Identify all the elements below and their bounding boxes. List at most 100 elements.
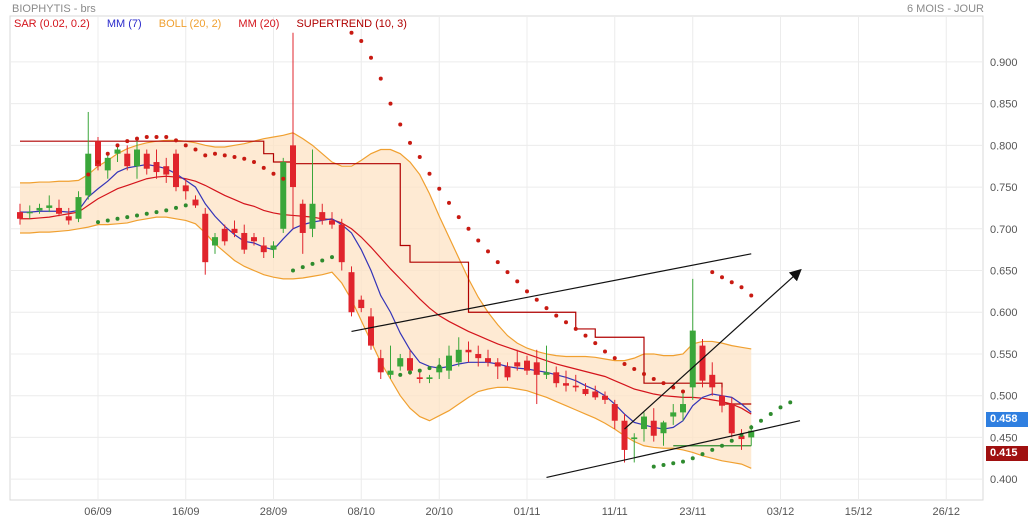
sar-support-dot [661,462,666,467]
sar-resistance-dot [447,200,451,205]
sar-support-dot [437,364,442,369]
candle-body [377,358,384,373]
candle-body [475,353,482,359]
sar-resistance-dot [729,280,734,285]
sar-support-dot [330,255,334,260]
candle-body [270,245,277,250]
candle-body [46,205,53,208]
mm7-line [20,163,752,430]
candle-body [75,197,82,219]
sar-support-dot [408,370,412,375]
candle-body [436,366,443,373]
x-tick-label: 01/11 [514,506,541,518]
legend-sar[interactable]: SAR (0.02, 0.2) [14,18,90,30]
sar-resistance-dot [369,55,373,60]
period-label[interactable]: 6 MOIS - JOUR [906,3,984,15]
candle-body [114,149,121,154]
candle-body [602,395,608,400]
sar-support-dot [174,205,178,210]
candle-body [572,385,579,388]
sar-support-dot [690,456,695,461]
candle-body [621,420,628,450]
sar-resistance-dot [437,186,442,191]
candle-body [182,185,189,192]
candle-body [17,212,23,219]
sar-resistance-dot [603,349,607,354]
y-tick-label: 0.850 [990,99,1018,111]
sar-resistance-dot [564,320,568,325]
candle-body [407,358,413,371]
sar-support-dot [651,464,656,469]
sar-resistance-dot [398,122,403,127]
breakout-arrow [624,268,802,430]
candle-body [134,149,140,167]
y-tick-label: 0.450 [990,432,1018,444]
candle-body [611,404,618,421]
candle-body [251,237,257,242]
supertrend-tag: 0.415 [986,446,1028,461]
sar-resistance-dot [681,389,685,394]
candle-body [631,437,638,440]
candle-body [65,216,72,221]
sar-resistance-dot [525,289,529,294]
legend-boll[interactable]: BOLL (20, 2) [158,18,222,30]
candle-body [719,395,725,406]
plot-area [9,15,984,501]
legend-mm7[interactable]: MM (7) [106,18,142,30]
sar-resistance-dot [203,153,208,158]
sar-resistance-dot [378,76,383,81]
sar-resistance-dot [505,270,510,275]
sar-support-dot [427,366,432,371]
y-tick-label: 0.800 [990,140,1018,152]
candle-body [153,162,160,173]
candle-body [212,237,218,246]
candle-body [592,391,599,398]
sar-resistance-dot [651,377,656,381]
sar-resistance-dot [144,135,149,139]
sar-resistance-dot [115,143,120,148]
legend-supertrend[interactable]: SUPERTREND (10, 3) [296,18,407,30]
y-tick-label: 0.400 [990,474,1018,486]
y-tick-label: 0.750 [990,182,1018,194]
sar-resistance-dot [164,135,169,139]
candle-body [290,145,296,188]
sar-support-dot [778,405,783,410]
candle-body [446,355,452,371]
bollinger-lower-line [20,216,752,469]
candle-body [299,203,306,233]
sar-support-dot [671,461,676,466]
candle-body [368,316,374,346]
sar-resistance-dot [749,293,754,298]
candle-body [143,153,150,169]
sar-resistance-dot [612,356,617,361]
sar-resistance-dot [534,297,539,302]
sar-support-dot [729,438,734,443]
sar-support-dot [768,412,773,417]
candle-body [192,199,199,206]
last-price-tag: 0.458 [986,412,1028,427]
bollinger-upper-line [20,132,752,362]
sar-resistance-dot [456,215,461,220]
sar-resistance-dot [252,160,256,165]
sar-resistance-dot [417,155,422,160]
candle-body [748,430,755,438]
sar-resistance-dot [222,153,227,158]
candle-body [241,232,248,250]
sar-support-dot [759,418,763,423]
sar-resistance-dot [96,160,100,165]
candle-body [231,228,238,233]
sar-support-dot [135,213,139,218]
sar-resistance-dot [261,165,266,170]
sar-support-dot [144,211,149,216]
sar-resistance-dot [154,135,159,139]
legend-mm20[interactable]: MM (20) [238,18,280,30]
candle-body [660,422,667,434]
candle-body [494,362,501,367]
sar-support-dot [700,452,705,457]
sar-support-dot [164,208,169,213]
sar-resistance-dot [174,138,178,143]
candle-body [202,213,209,263]
candle-body [533,362,540,375]
x-tick-label: 06/09 [84,506,112,518]
